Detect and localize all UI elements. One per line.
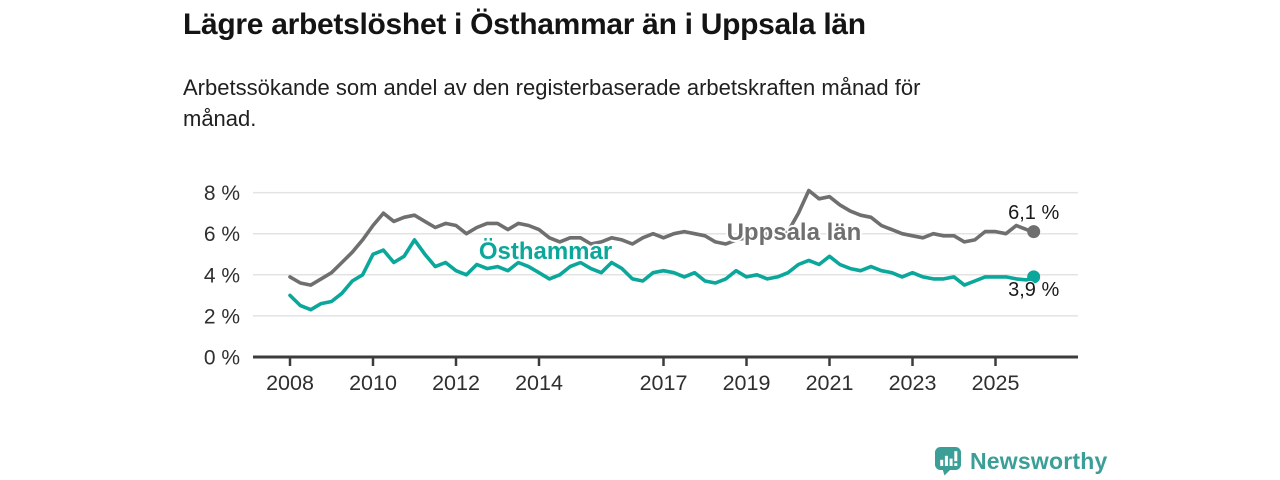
x-tick-label: 2014 (515, 371, 563, 395)
x-tick-label: 2012 (432, 371, 480, 395)
y-tick-label: 0 % (204, 347, 240, 370)
x-tick-label: 2017 (640, 371, 688, 395)
x-tick-label: 2019 (723, 371, 771, 395)
series-line-osthammar (288, 238, 1036, 312)
x-tick-label: 2025 (972, 371, 1020, 395)
y-tick-label: 6 % (204, 223, 240, 246)
newsworthy-logo[interactable]: Newsworthy (934, 446, 1107, 476)
end-value-label-osthammar: 3,9 % (1008, 278, 1060, 301)
end-dot-osthammar (1027, 270, 1041, 284)
end-value-label-uppsala-lan: 6,1 % (1008, 201, 1060, 224)
bar-chart-speech-bubble-icon (935, 447, 961, 476)
chart-subtitle: Arbetssökande som andel av den registerb… (183, 75, 921, 131)
x-tick-label: 2010 (349, 371, 397, 395)
x-tick-label: 2023 (889, 371, 937, 395)
end-dot-uppsala-lan (1027, 225, 1041, 239)
y-tick-label: 2 % (204, 305, 240, 328)
y-tick-label: 4 % (204, 264, 240, 287)
y-tick-label: 8 % (204, 182, 240, 205)
x-tick-label: 2008 (266, 371, 314, 395)
series-label-uppsala-lan: Uppsala län (726, 219, 862, 247)
series-label-osthammar: Östhammar (478, 238, 613, 266)
chart-title: Lägre arbetslöshet i Östhammar än i Upps… (183, 8, 866, 41)
x-tick-label: 2021 (806, 371, 854, 395)
newsworthy-logo-text: Newsworthy (970, 447, 1108, 474)
series-line-uppsala-lan (288, 188, 1036, 287)
